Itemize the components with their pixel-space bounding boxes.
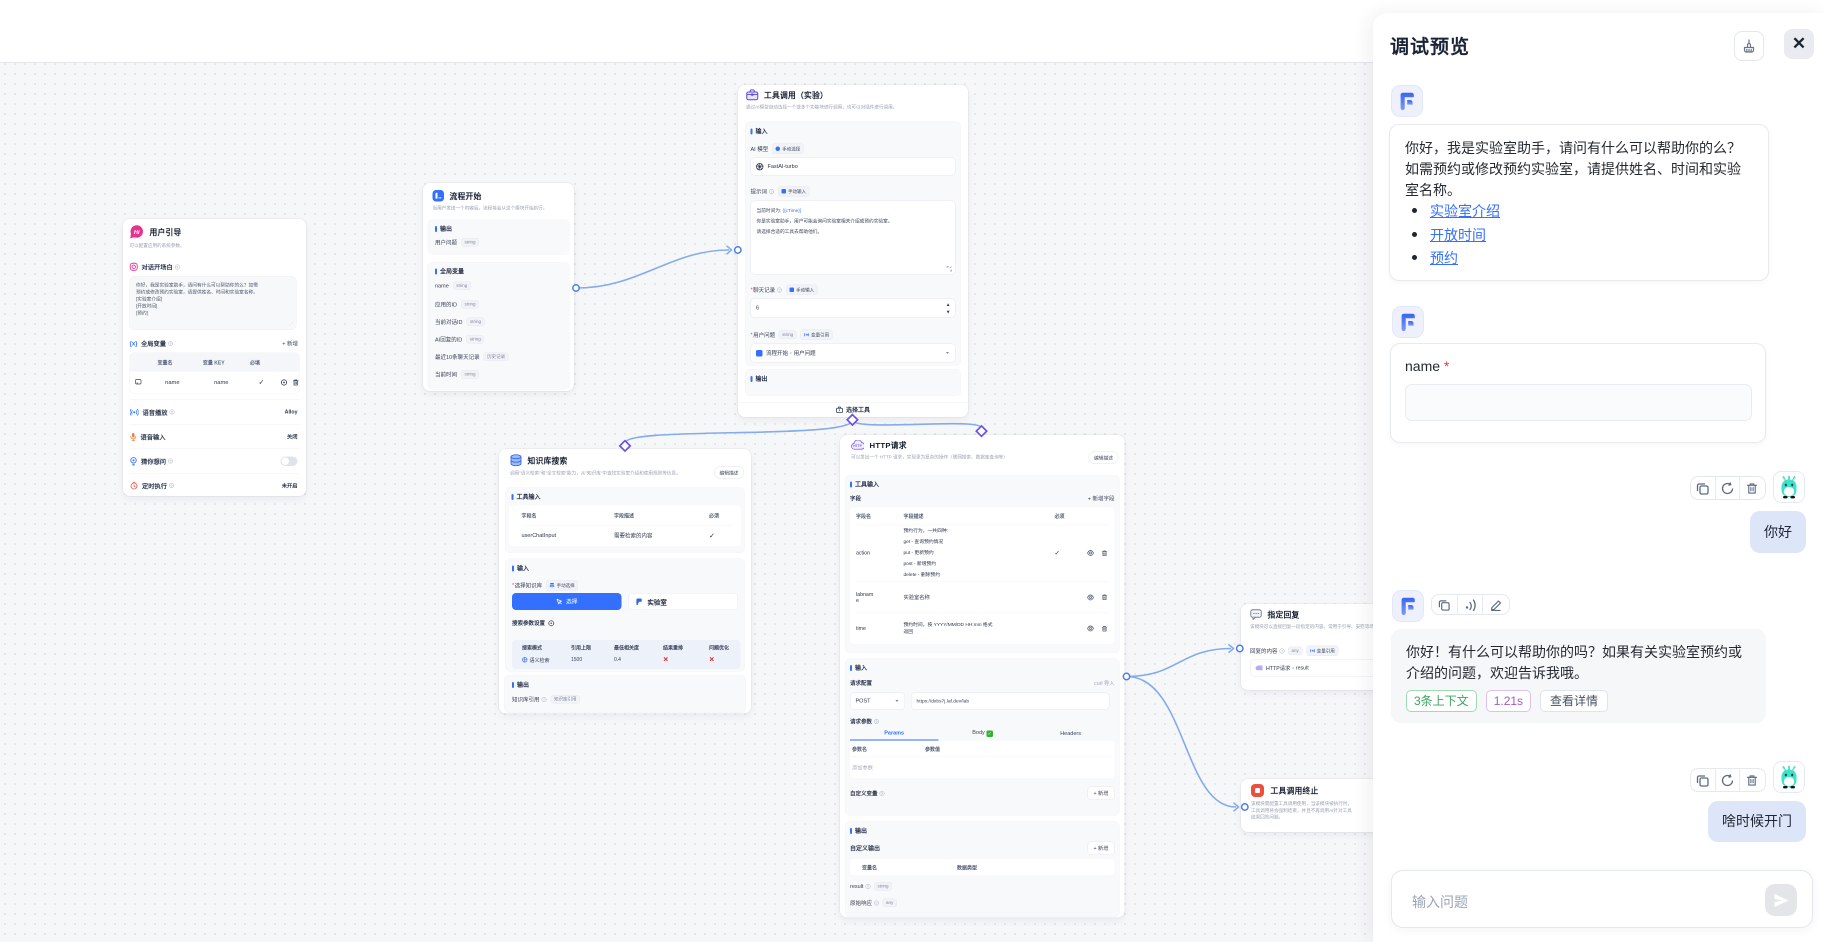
- svg-text:HTTP: HTTP: [853, 444, 862, 448]
- svg-text:Hi: Hi: [134, 230, 140, 236]
